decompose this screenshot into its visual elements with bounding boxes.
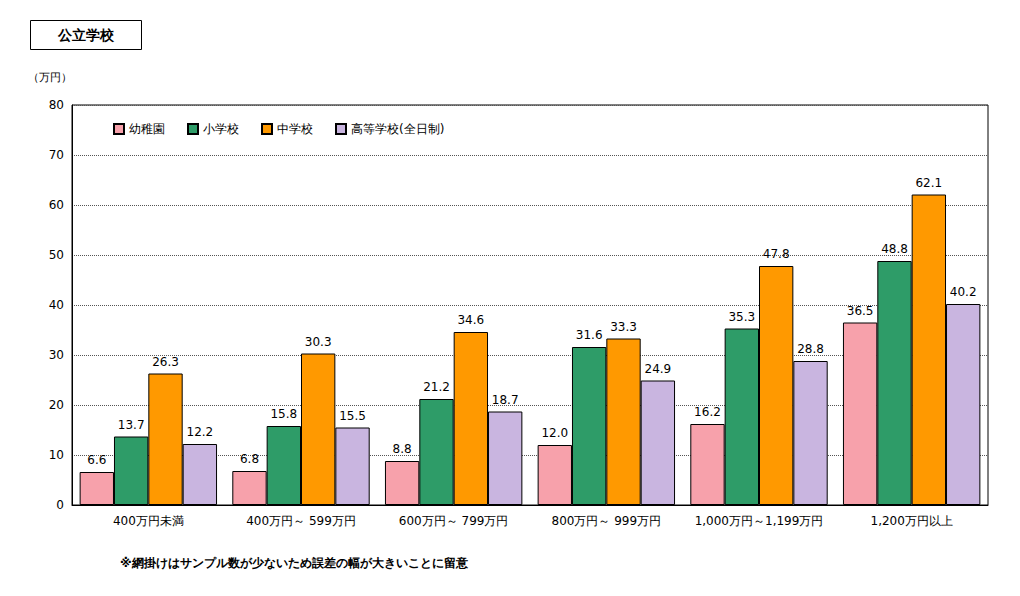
svg-text:400万円未満: 400万円未満 [113, 514, 184, 528]
svg-text:公立学校: 公立学校 [57, 27, 115, 43]
svg-text:幼稚園: 幼稚園 [129, 122, 165, 136]
svg-text:47.8: 47.8 [763, 247, 790, 261]
svg-text:400万円～ 599万円: 400万円～ 599万円 [246, 514, 356, 528]
svg-text:40: 40 [49, 298, 64, 312]
svg-text:33.3: 33.3 [610, 320, 637, 334]
svg-text:6.8: 6.8 [240, 452, 259, 466]
svg-text:中学校: 中学校 [277, 122, 313, 136]
svg-text:8.8: 8.8 [393, 442, 412, 456]
svg-text:60: 60 [49, 198, 64, 212]
svg-text:16.2: 16.2 [694, 405, 721, 419]
svg-text:12.2: 12.2 [186, 425, 213, 439]
svg-text:36.5: 36.5 [847, 304, 874, 318]
svg-text:48.8: 48.8 [881, 242, 908, 256]
svg-text:高等学校(全日制): 高等学校(全日制) [351, 122, 444, 136]
svg-text:24.9: 24.9 [644, 362, 671, 376]
svg-text:（万円）: （万円） [28, 71, 72, 84]
svg-text:1,200万円以上: 1,200万円以上 [870, 514, 952, 528]
svg-text:62.1: 62.1 [915, 176, 942, 190]
svg-text:600万円～ 799万円: 600万円～ 799万円 [399, 514, 509, 528]
svg-text:31.6: 31.6 [576, 328, 603, 342]
svg-text:40.2: 40.2 [950, 285, 977, 299]
svg-text:0: 0 [56, 498, 64, 512]
svg-text:30: 30 [49, 348, 64, 362]
svg-text:50: 50 [49, 248, 64, 262]
svg-text:10: 10 [49, 448, 64, 462]
svg-text:30.3: 30.3 [305, 335, 332, 349]
svg-text:34.6: 34.6 [457, 313, 484, 327]
svg-text:18.7: 18.7 [492, 393, 519, 407]
svg-text:35.3: 35.3 [728, 310, 755, 324]
svg-text:15.5: 15.5 [339, 409, 366, 423]
svg-text:21.2: 21.2 [423, 380, 450, 394]
svg-text:13.7: 13.7 [118, 418, 145, 432]
svg-text:15.8: 15.8 [270, 407, 297, 421]
svg-text:26.3: 26.3 [152, 355, 179, 369]
svg-text:小学校: 小学校 [203, 122, 239, 136]
svg-text:28.8: 28.8 [797, 342, 824, 356]
svg-text:12.0: 12.0 [541, 426, 568, 440]
svg-text:800万円～ 999万円: 800万円～ 999万円 [552, 514, 662, 528]
svg-text:1,000万円～1,199万円: 1,000万円～1,199万円 [695, 514, 824, 528]
svg-text:80: 80 [49, 98, 64, 112]
svg-text:※網掛けはサンプル数が少ないため誤差の幅が大きいことに留意: ※網掛けはサンプル数が少ないため誤差の幅が大きいことに留意 [120, 556, 469, 570]
svg-text:70: 70 [49, 148, 64, 162]
svg-text:6.6: 6.6 [87, 453, 106, 467]
svg-text:20: 20 [49, 398, 64, 412]
